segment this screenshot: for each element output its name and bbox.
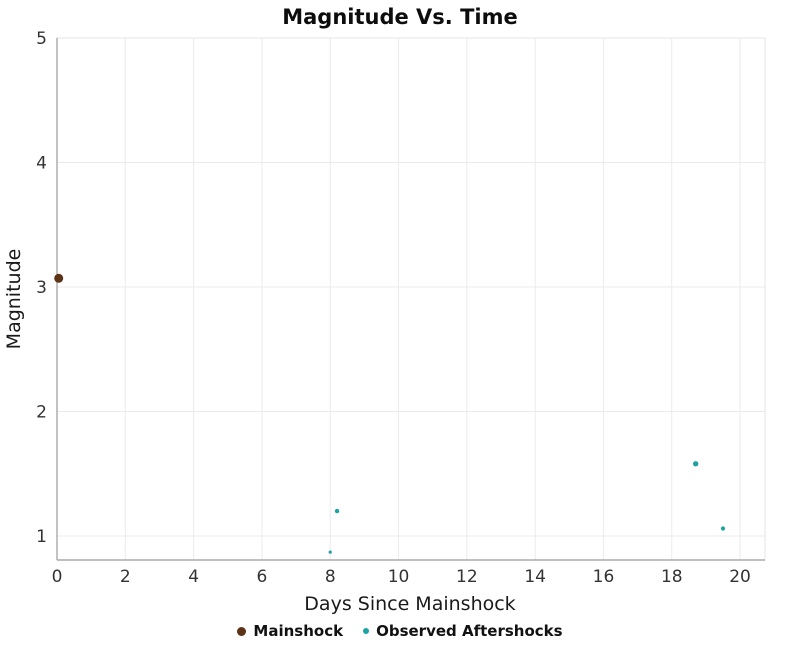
x-tick-label: 20 xyxy=(729,567,751,587)
data-points xyxy=(54,273,726,554)
y-tick-label: 1 xyxy=(36,527,47,547)
legend-label: Mainshock xyxy=(253,622,344,640)
x-tick-label: 12 xyxy=(456,567,478,587)
legend-item: Observed Aftershocks xyxy=(363,622,563,640)
data-point xyxy=(328,550,332,554)
x-tick-label: 2 xyxy=(120,567,131,587)
x-tick-label: 0 xyxy=(52,567,63,587)
y-tick-labels: 1 2 3 4 5 xyxy=(36,29,47,547)
y-axis-label: Magnitude xyxy=(3,249,25,350)
data-point xyxy=(334,508,340,514)
legend-dot xyxy=(363,628,370,634)
axes xyxy=(56,37,766,561)
gridlines xyxy=(56,37,765,560)
x-tick-label: 16 xyxy=(593,567,615,587)
chart-legend: Mainshock Observed Aftershocks xyxy=(0,622,800,640)
x-axis-label: Days Since Mainshock xyxy=(304,593,515,615)
y-tick-label: 4 xyxy=(36,153,47,173)
y-tick-label: 2 xyxy=(36,402,47,422)
legend-label: Observed Aftershocks xyxy=(376,622,563,640)
x-tick-label: 8 xyxy=(325,567,336,587)
x-tick-labels: 0 2 4 6 8 10 12 14 16 18 20 xyxy=(52,567,751,587)
x-tick-label: 14 xyxy=(524,567,546,587)
x-tick-label: 6 xyxy=(257,567,268,587)
legend-dot xyxy=(237,626,247,636)
data-point xyxy=(54,273,64,283)
y-tick-label: 5 xyxy=(36,29,47,49)
x-tick-label: 18 xyxy=(661,567,683,587)
legend-item: Mainshock xyxy=(237,622,343,640)
x-tick-label: 10 xyxy=(388,567,410,587)
data-point xyxy=(720,526,726,531)
y-tick-label: 3 xyxy=(36,278,47,298)
x-tick-label: 4 xyxy=(188,567,199,587)
chart-title: Magnitude Vs. Time xyxy=(282,5,518,29)
data-point xyxy=(692,461,699,467)
